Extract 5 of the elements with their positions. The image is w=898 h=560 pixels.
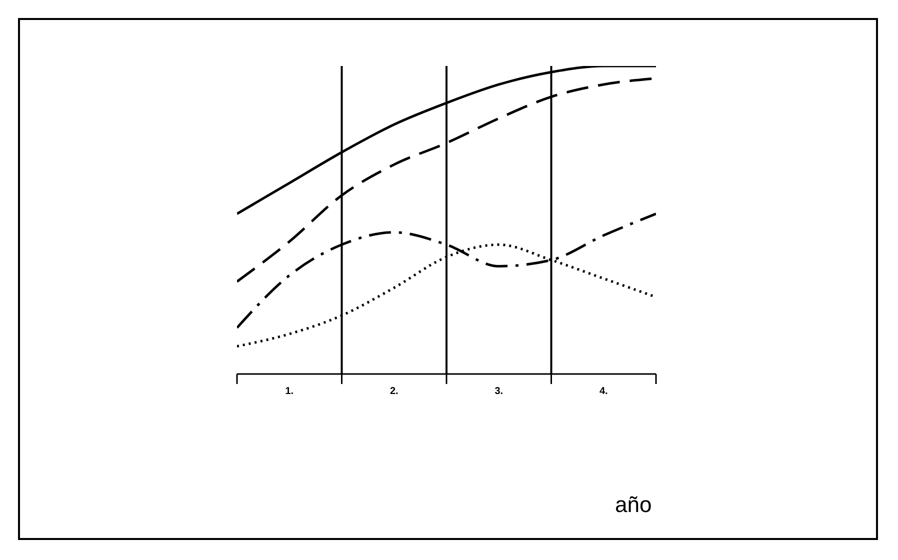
x-tick-label: 1. <box>285 386 294 397</box>
x-axis-title: año <box>615 492 652 518</box>
x-tick-label: 2. <box>390 386 399 397</box>
x-tick-label: 3. <box>494 386 504 397</box>
x-tick-label: 4. <box>599 386 608 397</box>
